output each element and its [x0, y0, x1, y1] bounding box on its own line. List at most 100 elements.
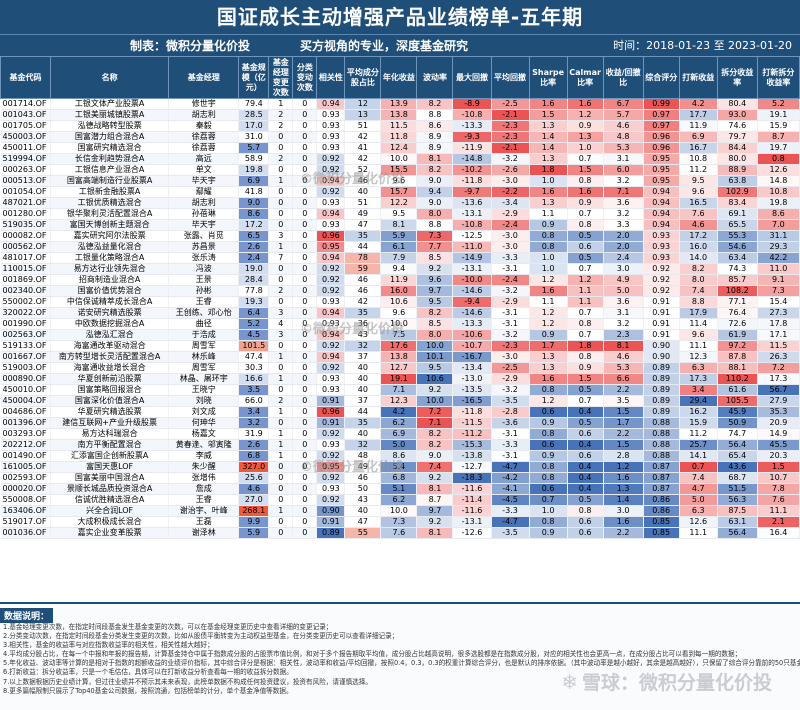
table-row[interactable]: 001490.OF 汇添富国企创新股票A 李威 6.8 1 0 0.92 48 8.6 9.0 -1… — [0, 450, 800, 462]
table-row[interactable]: 000513.OF 国富高端制造行业股票A 毕天宇 6.9 1 0 0.94 46 9.6 9.0… — [0, 175, 800, 187]
table-row[interactable]: 000020.OF 景顺长城品质投资混合A 詹成 4.6 0 0 0.93 50 5.1 8.1-… — [0, 483, 800, 495]
table-row[interactable]: 001054.OF 工银新金融股票A 鄢耀 41.8 0 0 0.92 40 15.7 9.4 -9… — [0, 186, 800, 198]
table-row[interactable]: 001705.OF 泓德战略转型股票 秦毅 17.0 2 0 0.93 51 11.5 8.6 -1… — [0, 120, 800, 132]
split-return-cell: 93.0 — [717, 109, 758, 121]
table-row[interactable]: 487021.OF 工银优质精选混合 胡志利 9.0 0 0 0.93 51 12.2 9.0 -1… — [0, 197, 800, 209]
table-row[interactable]: 003293.OF 易方达科瑞混合 杨嘉文 31.9 1 0 0.92 40 6.9 8.2 -11… — [0, 428, 800, 440]
size-cell: 101.5 — [238, 340, 270, 352]
table-row[interactable]: 519003.OF 海富通收益增长混合 周雪军 30.3 0 0 0.92 40 12.7 9.5… — [0, 362, 800, 374]
table-row[interactable]: 450003.OF 国富潜力组合混合A 徐荔蓉 31.0 0 0 0.93 42 11.8 8.9… — [0, 131, 800, 143]
table-row[interactable]: 000890.OF 华夏创新前沿股票 林晶、屠环宇 16.6 1 0 0.93 40 19.1 1… — [0, 373, 800, 385]
return-drawdown-cell: 2.2 — [603, 527, 644, 539]
table-row[interactable]: 519035.OF 富国天博创新主题混合 毕天宇 17.2 0 0 0.93 47 8.1 8.8… — [0, 219, 800, 231]
category-change-cell: 0 — [292, 186, 318, 198]
correlation-cell: 0.93 — [316, 318, 346, 330]
table-row[interactable]: 001396.OF 建信互联网+产业升级股票 何珅华 3.2 0 0 0.91 35 6.2 7.… — [0, 417, 800, 429]
table-row[interactable]: 001667.OF 南方转型增长灵活配置混合A 林乐峰 47.4 1 0 0.94 37 13.… — [0, 351, 800, 363]
table-row[interactable]: 450004.OF 国富深化价值混合A 刘晓 66.0 2 0 0.91 37 12.3 10.0… — [0, 395, 800, 407]
fund-name-cell: 工银优质精选混合 — [50, 197, 170, 209]
max-drawdown-cell: -11.9 — [452, 142, 492, 154]
table-row[interactable]: 002593.OF 国富美丽中国混合A 张增伟 25.6 0 0 0.92 46 6.8 9.2-… — [0, 472, 800, 484]
score-cell: 0.85 — [643, 516, 680, 528]
calmar-cell: 0.7 — [567, 307, 604, 319]
fund-code-cell: 320022.OF — [0, 307, 52, 319]
table-row[interactable]: 163406.OF 兴全合润LOF 谢治宇、叶峰 268.1 1 0 0.90 40 10.0 9… — [0, 505, 800, 517]
table-row[interactable]: 161005.OF 富国天惠LOF 朱少醒 327.0 0 0 0.95 49 5.4 7.4 -1… — [0, 461, 800, 473]
sharpe-cell: 1.3 — [529, 120, 568, 132]
size-cell: 3.4 — [238, 406, 270, 418]
table-row[interactable]: 481017.OF 工银量化策略混合A 张乐涛 2.4 7 0 0.94 78 7.9 8.5 -1… — [0, 252, 800, 264]
ipo-split-return-cell: 11.0 — [757, 263, 800, 275]
table-row[interactable]: 000263.OF 工银信息产业混合A 单文 19.8 0 0 0.92 52 15.5 8.2-… — [0, 164, 800, 176]
max-drawdown-cell: -13.0 — [452, 373, 492, 385]
correlation-cell: 0.91 — [316, 395, 346, 407]
split-return-cell: 51.5 — [717, 483, 758, 495]
category-change-cell: 0 — [292, 483, 318, 495]
table-row[interactable]: 320022.OF 诺安研究精选股票 王创练、邓心怡 6.4 3 0 0.94 35 9.6 8.… — [0, 307, 800, 319]
table-row[interactable]: 550008.OF 信诚优胜精选混合A 王睿 27.0 0 0 0.92 43 6.2 8.7 -1… — [0, 494, 800, 506]
table-row[interactable]: 550002.OF 中信保诚精萃成长混合A 王睿 19.3 0 0 0.93 42 10.6 9.… — [0, 296, 800, 308]
manager-cell: 谢治宇、叶峰 — [168, 505, 240, 517]
sharpe-cell: 0.6 — [529, 483, 568, 495]
size-cell: 19.3 — [238, 296, 270, 308]
ipo-return-cell: 16.0 — [679, 241, 718, 253]
volatility-cell: 10.1 — [416, 351, 454, 363]
table-row[interactable]: 110015.OF 易方达行业领先混合 冯波 19.0 0 0 0.92 59 9.4 9.2 -1… — [0, 263, 800, 275]
calmar-cell: 1.2 — [567, 274, 604, 286]
return-drawdown-cell: 1.4 — [603, 494, 644, 506]
max-drawdown-cell: -10.7 — [452, 340, 492, 352]
return-drawdown-cell: 1.3 — [603, 483, 644, 495]
table-row[interactable]: 002340.OF 国富价值优势混合 孙彬 77.8 2 0 0.92 46 16.0 9.7 -1… — [0, 285, 800, 297]
table-row[interactable]: 450010.OF 国富策略回报混合 王晓宁 3.5 0 0 0.93 40 7.1 9.2 -13… — [0, 384, 800, 396]
table-row[interactable]: 519994.OF 长信金利趋势混合A 高远 58.9 2 0 0.92 42 10.0 8.1-… — [0, 153, 800, 165]
table-row[interactable]: 001714.OF 工银文体产业股票A 修世宇 79.4 1 0 0.94 12 13.9 8.2… — [0, 98, 800, 110]
table-row[interactable]: 519017.OF 大成积极成长混合 王磊 9.9 0 0 0.91 47 7.3 9.2 -13.… — [0, 516, 800, 528]
annual-return-cell: 10.6 — [380, 296, 418, 308]
fund-code-cell: 001990.OF — [0, 318, 52, 330]
calmar-cell: 0.8 — [567, 318, 604, 330]
column-header: 平均回撤 — [490, 56, 530, 99]
table-row[interactable]: 001036.OF 嘉实企业变革股票 谢泽林 5.9 0 0 0.89 55 7.6 8.1 -12… — [0, 527, 800, 539]
sharpe-cell: 1.2 — [529, 318, 568, 330]
table-row[interactable]: 001869.OF 招商制造业混合A 王景 28.4 0 0 0.92 46 11.9 9.6 -1… — [0, 274, 800, 286]
correlation-cell: 0.93 — [316, 109, 346, 121]
sharpe-cell: 0.9 — [529, 417, 568, 429]
fund-code-cell: 000263.OF — [0, 164, 52, 176]
table-row[interactable]: 002563.OF 泓德泓汇混合 于浩成 4.5 3 0 0.94 43 7.5 8.0 -10.6… — [0, 329, 800, 341]
fund-code-cell: 450011.OF — [0, 142, 52, 154]
table-row[interactable]: 000562.OF 泓德泓益量化混合 苏昌景 2.6 1 0 0.95 44 6.1 7.7 -11… — [0, 241, 800, 253]
note-line: 7.以上数据根据历史业绩计算，但过往业绩并不预示其未来表现，此榜单数据不构成任何… — [3, 677, 372, 686]
sharpe-cell: 1.0 — [529, 263, 568, 275]
table-row[interactable]: 001990.OF 中欧数据挖掘混合A 曲径 5.2 4 0 0.93 36 10.0 8.5 -1… — [0, 318, 800, 330]
table-row[interactable]: 450011.OF 国富研究精选混合 徐荔蓉 5.7 0 0 0.93 41 12.4 8.9 -1… — [0, 142, 800, 154]
table-row[interactable]: 004686.OF 华夏研究精选股票 刘文成 3.4 1 0 0.96 44 4.2 7.2 -11… — [0, 406, 800, 418]
annual-return-cell: 5.0 — [380, 439, 418, 451]
table-row[interactable]: 519133.OF 海富通改革驱动混合 周雪军 101.5 0 0 0.92 32 17.6 10… — [0, 340, 800, 352]
ipo-return-cell: 4.6 — [679, 219, 718, 231]
return-drawdown-cell: 1.2 — [603, 461, 644, 473]
correlation-cell: 0.94 — [316, 252, 346, 264]
table-row[interactable]: 001280.OF 银华聚利灵活配置混合A 孙蓓琳 8.6 0 0 0.94 49 9.5 8.0… — [0, 208, 800, 220]
score-cell: 0.89 — [643, 362, 680, 374]
return-drawdown-cell: 2.0 — [603, 230, 644, 242]
table-row[interactable]: 001043.OF 工银美丽城镇股票A 胡志利 28.5 2 0 0.93 13 13.8 8.8… — [0, 109, 800, 121]
category-change-cell: 0 — [292, 329, 318, 341]
volatility-cell: 8.2 — [416, 428, 454, 440]
table-row[interactable]: 000082.OF 嘉实研究阿尔法股票 张露、肖觅 6.5 3 0 0.96 35 5.9 7.3… — [0, 230, 800, 242]
fund-name-cell: 国富研究精选混合 — [50, 142, 170, 154]
correlation-cell: 0.93 — [316, 219, 346, 231]
avg-drawdown-cell: -3.6 — [491, 417, 530, 429]
constituent-ratio-cell: 50 — [344, 483, 382, 495]
ipo-split-return-cell: 14.9 — [757, 428, 800, 440]
avg-drawdown-cell: -3.1 — [491, 450, 530, 462]
split-return-cell: 55.3 — [717, 230, 758, 242]
constituent-ratio-cell: 37 — [344, 351, 382, 363]
score-cell: 0.97 — [643, 109, 680, 121]
max-drawdown-cell: -15.3 — [452, 439, 492, 451]
column-header: 综合评分 — [642, 56, 680, 99]
ipo-return-cell: 9.5 — [679, 175, 718, 187]
return-drawdown-cell: 3.6 — [603, 197, 644, 209]
column-header: 相关性 — [316, 56, 346, 99]
table-row[interactable]: 202212.OF 南方平衡配置混合 黄春逢、邬寅隆 2.6 1 0 0.93 32 5.0 8.… — [0, 439, 800, 451]
